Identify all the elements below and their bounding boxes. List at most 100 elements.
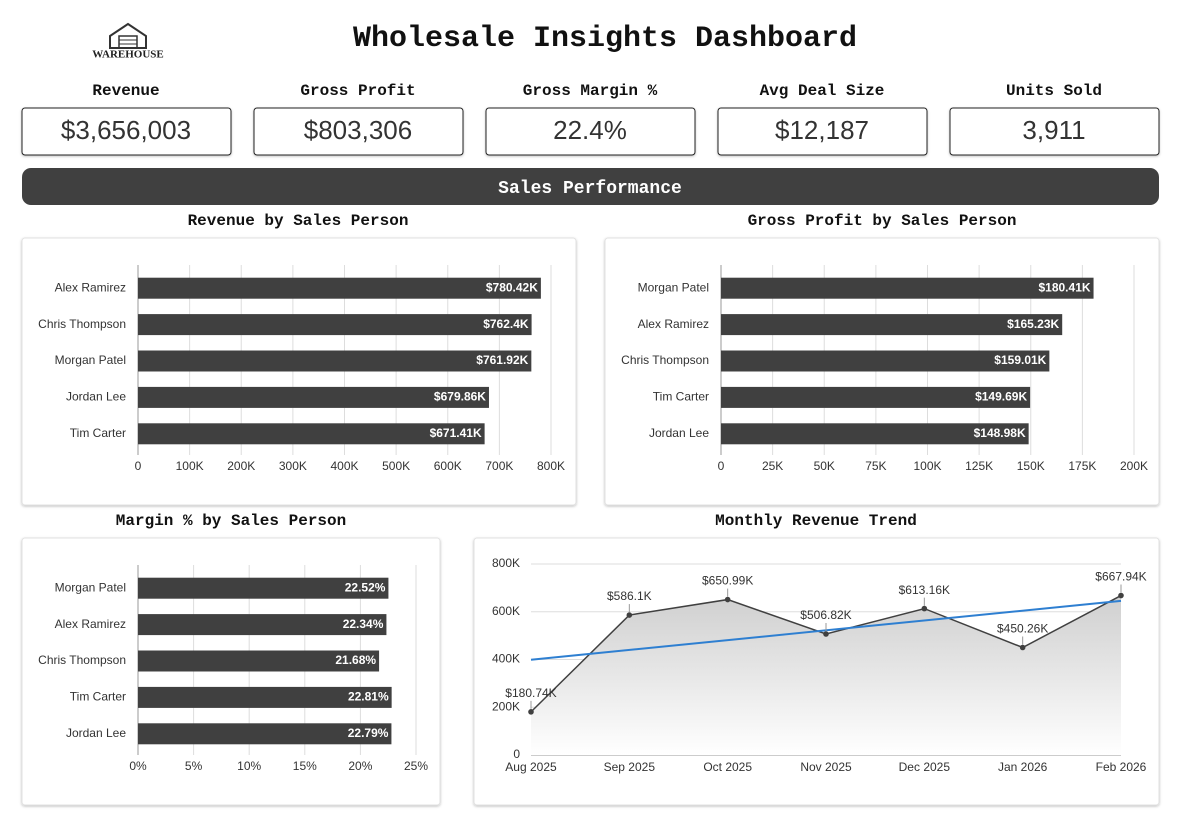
kpi-box (485, 107, 696, 156)
x-tick-label: 25% (404, 759, 428, 773)
data-label: $650.99K (702, 574, 753, 588)
x-tick-label: Jan 2026 (998, 760, 1048, 774)
kpi-value: $3,656,003 (61, 115, 191, 145)
y-tick-label: Chris Thompson (38, 317, 126, 331)
bar (721, 314, 1063, 336)
data-label: 22.34% (343, 617, 384, 631)
kpi-value: $803,306 (304, 115, 412, 145)
chart-title: Gross Profit by Sales Person (748, 212, 1017, 230)
data-label: $148.98K (974, 426, 1026, 440)
data-label: $761.92K (476, 353, 528, 367)
x-tick-label: 20% (348, 759, 372, 773)
y-tick-label: Alex Ramirez (638, 317, 709, 331)
x-tick-label: 125K (965, 459, 993, 473)
data-label: $506.82K (800, 608, 851, 622)
y-tick-label: Chris Thompson (38, 653, 126, 667)
x-tick-label: 175K (1068, 459, 1096, 473)
section-title: Sales Performance (498, 179, 682, 199)
data-label: $450.26K (997, 622, 1048, 636)
kpi-value: 3,911 (1022, 115, 1085, 145)
section-bar (22, 168, 1159, 205)
y-tick-label: Jordan Lee (649, 426, 709, 440)
bar (138, 614, 387, 636)
x-tick-label: 700K (485, 459, 513, 473)
point (626, 612, 633, 618)
point (1019, 644, 1026, 651)
bar (138, 650, 380, 672)
area (531, 595, 1121, 755)
x-tick-label: Oct 2025 (703, 760, 752, 774)
bar (138, 386, 489, 408)
logo-text: WAREHOUSE (92, 49, 164, 61)
data-label: $667.94K (1095, 570, 1146, 584)
x-tick-label: 0% (129, 759, 147, 773)
bar (138, 314, 532, 336)
y-tick-label: 800K (492, 556, 520, 570)
kpi-box (253, 107, 464, 156)
y-tick-label: Morgan Patel (55, 580, 126, 594)
data-label: $149.69K (975, 390, 1027, 404)
kpi-label: Units Sold (1006, 82, 1102, 100)
data-label: $586.1K (607, 589, 652, 603)
y-tick-label: Morgan Patel (638, 280, 709, 294)
x-tick-label: 100K (176, 459, 204, 473)
point (1118, 592, 1124, 599)
y-tick-label: Tim Carter (653, 390, 709, 404)
x-tick-label: 10% (237, 759, 261, 773)
x-tick-label: Aug 2025 (505, 760, 557, 774)
y-tick-label: Jordan Lee (66, 390, 126, 404)
x-tick-label: 50K (814, 459, 835, 473)
y-tick-label: Morgan Patel (55, 353, 126, 367)
data-label: 22.52% (345, 580, 386, 594)
data-label: $679.86K (434, 390, 486, 404)
x-tick-label: Sep 2025 (604, 760, 656, 774)
bar (721, 350, 1050, 372)
x-tick-label: 150K (1017, 459, 1045, 473)
point (921, 605, 928, 612)
y-tick-label: 0 (513, 747, 520, 761)
x-tick-label: 15% (293, 759, 317, 773)
x-tick-label: 100K (913, 459, 941, 473)
data-label: $671.41K (430, 426, 482, 440)
point (724, 596, 731, 603)
bar (721, 386, 1031, 408)
kpi-box (949, 107, 1160, 156)
point (823, 631, 829, 637)
kpi-label: Avg Deal Size (760, 82, 885, 100)
x-tick-label: 400K (330, 459, 358, 473)
x-tick-label: Feb 2026 (1096, 760, 1147, 774)
x-tick-label: 200K (1120, 459, 1148, 473)
x-tick-label: Dec 2025 (899, 760, 951, 774)
y-tick-label: Chris Thompson (621, 353, 709, 367)
y-tick-label: 400K (492, 652, 520, 666)
y-tick-label: Alex Ramirez (55, 280, 126, 294)
bar (138, 277, 541, 299)
chart-title: Monthly Revenue Trend (715, 512, 917, 530)
y-tick-label: Jordan Lee (66, 726, 126, 740)
x-tick-label: 5% (185, 759, 203, 773)
data-label: 22.79% (348, 726, 389, 740)
x-tick-label: 25K (762, 459, 783, 473)
y-tick-label: 600K (492, 604, 520, 618)
bar (138, 577, 389, 599)
dashboard-title: Wholesale Insights Dashboard (353, 22, 857, 56)
x-tick-label: 300K (279, 459, 307, 473)
data-label: $180.41K (1038, 280, 1090, 294)
data-label: $159.01K (994, 353, 1046, 367)
data-label: $180.74K (505, 686, 556, 700)
kpi-label: Revenue (92, 82, 159, 100)
x-tick-label: 75K (865, 459, 886, 473)
y-tick-label: Tim Carter (70, 690, 126, 704)
point (528, 709, 534, 715)
x-tick-label: 0 (135, 459, 142, 473)
y-tick-label: 200K (492, 699, 520, 713)
x-tick-label: Nov 2025 (800, 760, 852, 774)
kpi-value: 22.4% (553, 115, 627, 145)
chart-title: Margin % by Sales Person (116, 512, 346, 530)
x-tick-label: 0 (718, 459, 725, 473)
y-tick-label: Alex Ramirez (55, 617, 126, 631)
bar (721, 423, 1029, 445)
bar (138, 723, 392, 745)
data-label: 22.81% (348, 690, 389, 704)
